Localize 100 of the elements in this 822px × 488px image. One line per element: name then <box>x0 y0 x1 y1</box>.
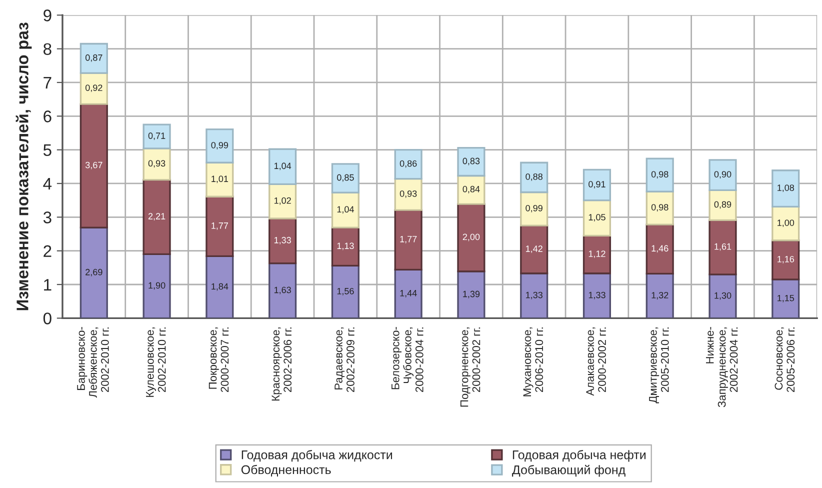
y-tick-label: 5 <box>43 144 52 156</box>
data-label: 0,93 <box>400 190 417 198</box>
bar <box>268 148 297 185</box>
bar <box>582 168 612 202</box>
data-label: 1,77 <box>400 236 417 244</box>
bar <box>457 203 486 272</box>
bar <box>142 124 171 150</box>
bar <box>582 272 612 318</box>
x-tick-label: Кулешовское, 2002-2010 гг. <box>146 328 166 397</box>
data-label: 1,77 <box>212 222 228 230</box>
bar <box>708 159 737 192</box>
y-tick-label: 4 <box>43 178 52 190</box>
x-tick-label: Бариновско- Лебяженское, 2002-2010 гг. <box>77 327 109 398</box>
data-label: 1,16 <box>778 256 794 264</box>
bar <box>142 178 171 256</box>
data-label: 0,91 <box>588 181 606 188</box>
data-label: 1,39 <box>463 290 480 298</box>
bar <box>80 72 108 105</box>
legend-label: Добывающий фонд <box>512 464 626 477</box>
bar <box>80 226 108 318</box>
data-label: 0,89 <box>714 201 732 209</box>
y-axis-title: Изменение показателей, число раз <box>16 22 32 310</box>
y-tick-label: 9 <box>44 10 52 22</box>
data-label: 1,01 <box>212 176 228 184</box>
bar <box>331 192 360 228</box>
data-label: 1,61 <box>714 243 732 251</box>
data-label: 2,21 <box>148 213 166 220</box>
bar <box>457 270 486 318</box>
bar <box>457 174 486 205</box>
bar <box>331 226 360 266</box>
legend-label: Годовая добыча нефти <box>512 450 646 462</box>
bar <box>206 162 234 198</box>
data-label: 0,86 <box>400 160 417 168</box>
x-tick-label: Сосновское, 2005-2006 гг. <box>774 328 795 392</box>
data-label: 1,05 <box>588 214 606 222</box>
bar <box>708 189 737 222</box>
bar <box>331 264 360 318</box>
data-label: 1,84 <box>212 283 228 291</box>
data-label: 1,12 <box>588 250 606 258</box>
data-label: 1,90 <box>148 282 166 290</box>
data-label: 0,98 <box>651 204 668 212</box>
bar <box>394 148 422 180</box>
bar <box>394 209 422 271</box>
bar <box>772 278 800 318</box>
data-label: 1,56 <box>337 288 354 296</box>
data-label: 0,85 <box>337 174 354 182</box>
data-label: 0,88 <box>526 173 542 181</box>
bar <box>80 42 108 74</box>
data-label: 1,00 <box>778 220 794 228</box>
bar <box>268 218 297 264</box>
y-tick-label: 6 <box>44 110 52 122</box>
legend-label: Годовая добыча жидкости <box>242 450 392 462</box>
bar <box>457 146 486 177</box>
bar <box>520 162 548 194</box>
data-label: 1,33 <box>274 236 291 244</box>
data-label: 0,83 <box>462 158 480 166</box>
data-label: 1,46 <box>652 245 668 253</box>
bar <box>772 170 800 208</box>
x-tick-label: Алакаевское, 2000-2002 гг. <box>586 328 606 396</box>
bar <box>646 190 674 226</box>
bar <box>520 224 548 274</box>
bar <box>646 272 674 318</box>
data-label: 1,08 <box>778 184 794 192</box>
bar <box>394 268 422 318</box>
data-label: 1,02 <box>274 197 291 205</box>
data-label: 0,90 <box>714 171 732 179</box>
data-label: 0,99 <box>526 204 542 212</box>
bar <box>206 196 234 258</box>
data-label: 0,98 <box>651 171 668 179</box>
bar <box>206 128 234 164</box>
bar <box>772 206 800 242</box>
data-label: 1,30 <box>714 292 732 300</box>
y-tick-label: 0 <box>43 312 52 324</box>
data-label: 1,42 <box>526 246 542 253</box>
data-label: 1,33 <box>526 292 542 300</box>
data-label: 2,69 <box>86 268 102 276</box>
bar <box>708 219 737 276</box>
bar <box>708 274 737 318</box>
bar <box>142 148 171 181</box>
data-label: 1,13 <box>337 242 354 250</box>
data-label: 3,67 <box>85 162 102 170</box>
bar <box>520 191 548 226</box>
bar <box>206 255 234 318</box>
x-tick-label: Дмитриевское, 2005-2010 гг. <box>649 328 669 404</box>
data-label: 1,04 <box>274 162 292 170</box>
y-tick-label: 7 <box>44 77 52 89</box>
bar <box>646 224 674 275</box>
x-tick-label: Красноярское, 2002-2006 гг. <box>272 328 292 400</box>
bar <box>268 262 297 318</box>
data-label: 1,32 <box>652 292 668 300</box>
bar <box>394 178 422 211</box>
bar <box>772 240 800 280</box>
x-tick-label: Покровское, 2000-2007 гг. <box>208 328 229 392</box>
bar <box>646 158 674 192</box>
data-label: 2,00 <box>462 234 480 242</box>
bar <box>331 163 360 194</box>
y-tick-label: 2 <box>44 245 52 257</box>
x-tick-label: Белозерско- Чубовское, 2000-2004 гг. <box>392 327 424 392</box>
bar <box>268 183 297 220</box>
data-label: 1,63 <box>274 286 291 294</box>
